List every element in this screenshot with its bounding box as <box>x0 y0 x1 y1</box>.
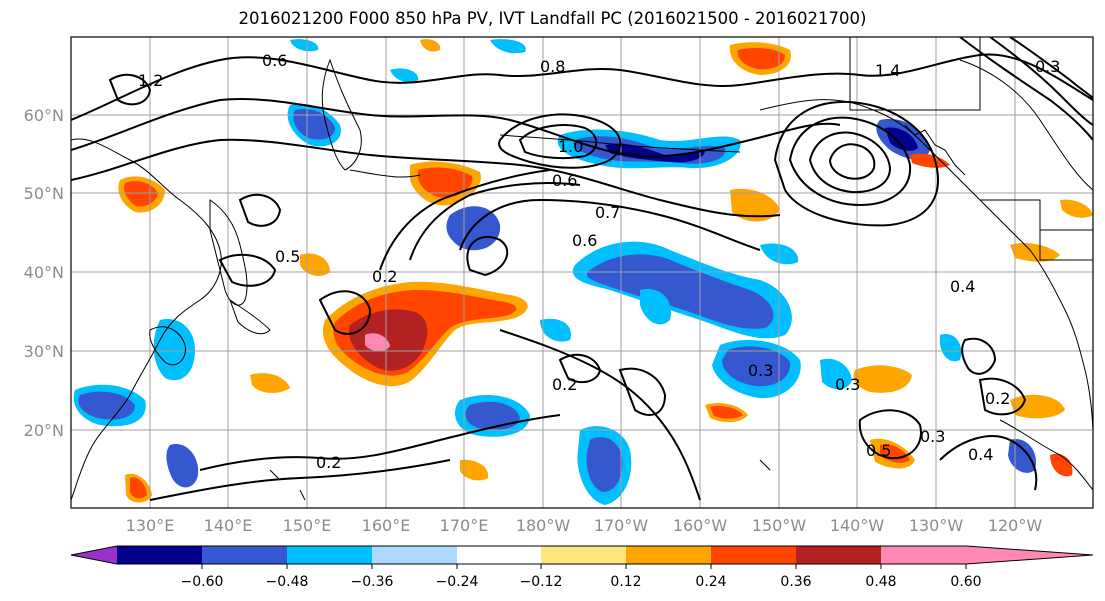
lon-label: 160°W <box>673 516 728 535</box>
colorbar-segment <box>541 546 626 564</box>
lon-label: 180°W <box>516 516 571 535</box>
lon-label: 120°W <box>988 516 1043 535</box>
contour-label: 0.3 <box>920 427 945 446</box>
colorbar-tick-label: −0.12 <box>520 574 563 590</box>
lon-label: 170°W <box>594 516 649 535</box>
coastlines <box>71 37 1093 501</box>
lat-label: 30°N <box>24 342 64 361</box>
contour-label: 0.7 <box>595 203 620 222</box>
map-title: 2016021200 F000 850 hPa PV, IVT Landfall… <box>238 9 867 28</box>
lat-label: 60°N <box>24 106 64 125</box>
contour-label-group: 1.2 0.8 0.6 1.4 0.3 1.0 0.6 0.7 0.6 0.5 … <box>138 51 1060 472</box>
contour-label: 0.3 <box>835 375 860 394</box>
contour-label: 0.4 <box>950 277 975 296</box>
longitude-labels: 130°E 140°E 150°E 160°E 170°E 180°W 170°… <box>126 516 1043 535</box>
colorbar-outline <box>70 545 1094 565</box>
colorbar: −0.60 −0.48 −0.36 −0.24 −0.12 0.12 0.24 … <box>70 545 1094 590</box>
lon-label: 140°E <box>204 516 253 535</box>
contour-label: 1.4 <box>875 61 900 80</box>
contour-label: 1.0 <box>558 137 583 156</box>
contour-label: 0.4 <box>968 445 993 464</box>
colorbar-tick-label: −0.36 <box>351 574 394 590</box>
pv-contours <box>71 37 1093 501</box>
colorbar-segment <box>287 546 372 564</box>
colorbar-tick-label: −0.48 <box>266 574 309 590</box>
contour-label: 0.2 <box>316 453 341 472</box>
contour-label: 0.5 <box>275 247 300 266</box>
lon-label: 130°E <box>126 516 175 535</box>
lon-label: 150°W <box>752 516 807 535</box>
colorbar-tick-label: 0.12 <box>610 574 641 590</box>
contour-label: 0.8 <box>540 57 565 76</box>
colorbar-tick-label: 0.48 <box>865 574 896 590</box>
lon-label: 140°W <box>830 516 885 535</box>
colorbar-segment <box>711 546 796 564</box>
colorbar-segment <box>202 546 287 564</box>
colorbar-over-arrow <box>966 546 1093 564</box>
colorbar-segment <box>372 546 457 564</box>
colorbar-tick-label: −0.24 <box>436 574 479 590</box>
lon-label: 130°W <box>909 516 964 535</box>
lat-label: 50°N <box>24 184 64 203</box>
colorbar-tick-label: −0.60 <box>181 574 224 590</box>
contour-label: 0.3 <box>748 361 773 380</box>
contour-label: 0.2 <box>985 389 1010 408</box>
contour-label: 0.2 <box>372 267 397 286</box>
colorbar-tick-label: 0.60 <box>950 574 981 590</box>
latitude-labels: 60°N 50°N 40°N 30°N 20°N <box>24 106 64 440</box>
contour-label: 0.2 <box>552 375 577 394</box>
contour-label: 1.2 <box>138 71 163 90</box>
lat-label: 40°N <box>24 263 64 282</box>
lon-label: 170°E <box>440 516 489 535</box>
colorbar-tick-label: 0.24 <box>695 574 726 590</box>
lon-label: 160°E <box>362 516 411 535</box>
colorbar-segment <box>457 546 541 564</box>
contour-label: 0.6 <box>552 171 577 190</box>
contour-label: 0.3 <box>1035 57 1060 76</box>
colorbar-segment <box>626 546 711 564</box>
contour-label: 0.6 <box>572 231 597 250</box>
map-gridlines <box>71 37 1093 508</box>
map-frame <box>70 36 1094 509</box>
contour-label: 0.5 <box>866 441 891 460</box>
colorbar-under-arrow <box>71 546 117 564</box>
colorbar-segment <box>796 546 881 564</box>
colorbar-tick-label: 0.36 <box>780 574 811 590</box>
colorbar-segment <box>117 546 202 564</box>
contour-label: 0.6 <box>262 51 287 70</box>
colorbar-segment <box>881 546 966 564</box>
lat-label: 20°N <box>24 421 64 440</box>
lon-label: 150°E <box>283 516 332 535</box>
